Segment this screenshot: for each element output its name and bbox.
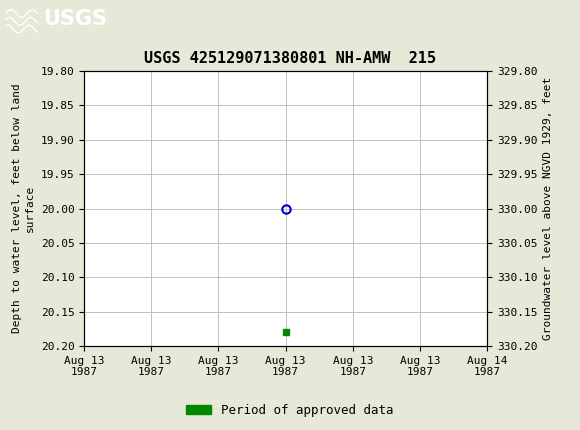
Y-axis label: Depth to water level, feet below land
surface: Depth to water level, feet below land su…	[12, 84, 35, 333]
Legend: Period of approved data: Period of approved data	[181, 399, 399, 421]
Y-axis label: Groundwater level above NGVD 1929, feet: Groundwater level above NGVD 1929, feet	[543, 77, 553, 340]
Text: USGS: USGS	[44, 9, 107, 29]
Text: USGS 425129071380801 NH-AMW  215: USGS 425129071380801 NH-AMW 215	[144, 51, 436, 65]
